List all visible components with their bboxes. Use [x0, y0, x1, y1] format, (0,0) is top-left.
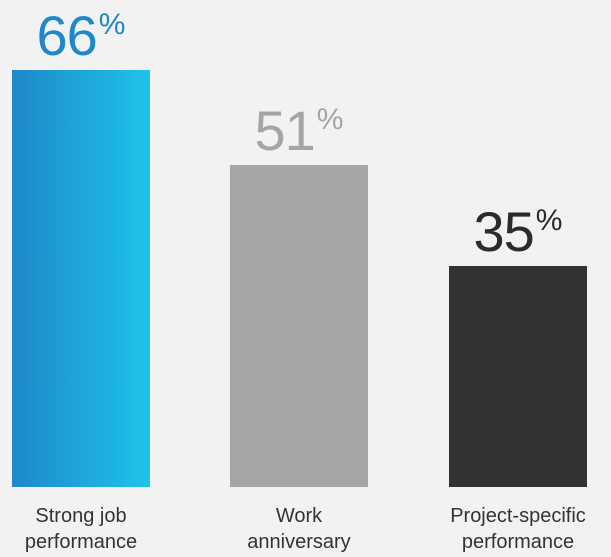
data-label-value: 51	[254, 98, 316, 162]
data-label-value: 66	[36, 4, 98, 67]
data-label: 35%	[474, 203, 563, 260]
data-label-value: 35	[473, 199, 535, 263]
category-label: Strong job performance	[24, 505, 138, 553]
bar	[449, 265, 587, 487]
category-label: Work anniversary	[247, 505, 351, 553]
data-label-percent-sign: %	[316, 102, 344, 136]
category-label: Project-specific performance	[450, 505, 586, 553]
data-label-percent-sign: %	[98, 8, 126, 41]
data-label: 51%	[255, 102, 344, 159]
data-label-percent-sign: %	[535, 203, 563, 237]
bar	[230, 164, 368, 487]
data-label: 66%	[37, 8, 126, 64]
bar	[12, 70, 150, 487]
